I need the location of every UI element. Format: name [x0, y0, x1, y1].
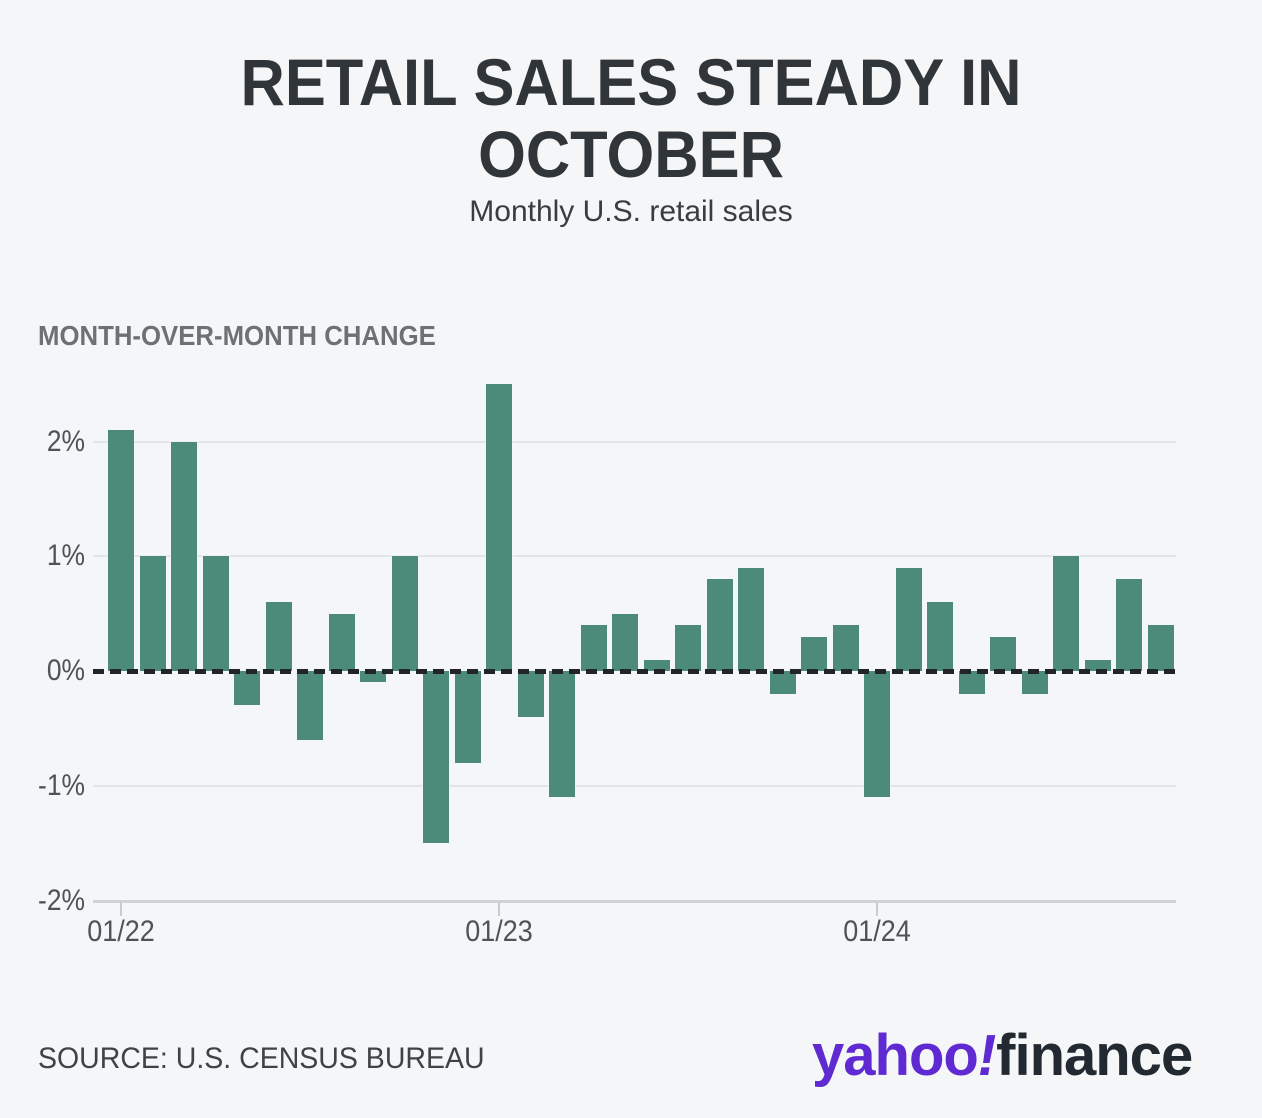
bar-07/24: [1053, 556, 1079, 671]
series-label: MONTH-OVER-MONTH CHANGE: [38, 320, 436, 351]
bar-06/23: [643, 659, 670, 671]
y-tick-label: -1%: [38, 768, 85, 802]
logo-yahoo-text: yahoo: [812, 1023, 979, 1088]
bar-02/23: [517, 671, 544, 717]
y-tick-label: 2%: [46, 424, 85, 458]
bar-02/22: [139, 556, 166, 671]
gridline: [93, 555, 1176, 558]
bar-12/23: [832, 625, 859, 671]
bar-04/24: [958, 671, 985, 694]
bar-10/22: [391, 556, 418, 671]
bar-02/24: [895, 567, 922, 671]
y-tick-label: 0%: [46, 654, 85, 687]
x-tick-label: 01/24: [843, 915, 911, 948]
x-tick-label: 01/23: [465, 915, 533, 948]
bar-07/23: [675, 625, 701, 671]
bar-11/22: [423, 671, 449, 844]
x-tick-label: 01/22: [87, 915, 155, 948]
page-title-line1: RETAIL SALES STEADY IN: [240, 45, 1022, 119]
bar-03/24: [927, 602, 953, 671]
bar-04/23: [580, 625, 607, 671]
logo-finance-text: finance: [996, 1023, 1193, 1088]
bar-chart-plot-area: [93, 370, 1176, 916]
y-tick-label: 1%: [46, 539, 85, 573]
bar-01/22: [108, 430, 134, 671]
bar-08/24: [1084, 659, 1111, 671]
gridline: [93, 440, 1176, 443]
source-credit: SOURCE: U.S. CENSUS BUREAU: [38, 1042, 485, 1075]
x-axis-tick: [120, 902, 122, 916]
bar-08/22: [328, 613, 355, 671]
bar-10/24: [1147, 625, 1174, 671]
bar-05/24: [990, 636, 1016, 671]
yahoo-finance-logo: yahoo!finance: [812, 1022, 1193, 1089]
bar-05/23: [612, 613, 638, 671]
x-axis-baseline: [93, 899, 1176, 903]
bar-09/23: [738, 567, 764, 671]
x-axis-tick: [498, 902, 500, 916]
y-tick-label: -2%: [38, 883, 85, 917]
bar-01/24: [864, 671, 890, 798]
bar-12/22: [454, 671, 481, 763]
bar-08/23: [706, 579, 733, 671]
x-axis-tick: [876, 902, 878, 916]
bar-03/22: [171, 441, 197, 671]
gridline: [93, 784, 1176, 787]
bar-04/22: [202, 556, 229, 671]
bar-10/23: [769, 671, 796, 694]
bar-06/22: [265, 602, 292, 671]
bar-06/24: [1021, 671, 1048, 694]
bar-03/23: [549, 671, 575, 798]
bar-09/24: [1116, 579, 1142, 671]
bar-01/23: [486, 384, 512, 671]
page-subtitle: Monthly U.S. retail sales: [469, 195, 793, 228]
bar-05/22: [234, 671, 260, 706]
bar-07/22: [297, 671, 323, 740]
zero-reference-line: [93, 668, 1176, 674]
bar-09/22: [360, 671, 386, 683]
page-title: RETAIL SALES STEADY IN OCTOBER: [0, 46, 1262, 190]
bar-11/23: [801, 636, 827, 671]
page-title-line2: OCTOBER: [478, 117, 784, 191]
